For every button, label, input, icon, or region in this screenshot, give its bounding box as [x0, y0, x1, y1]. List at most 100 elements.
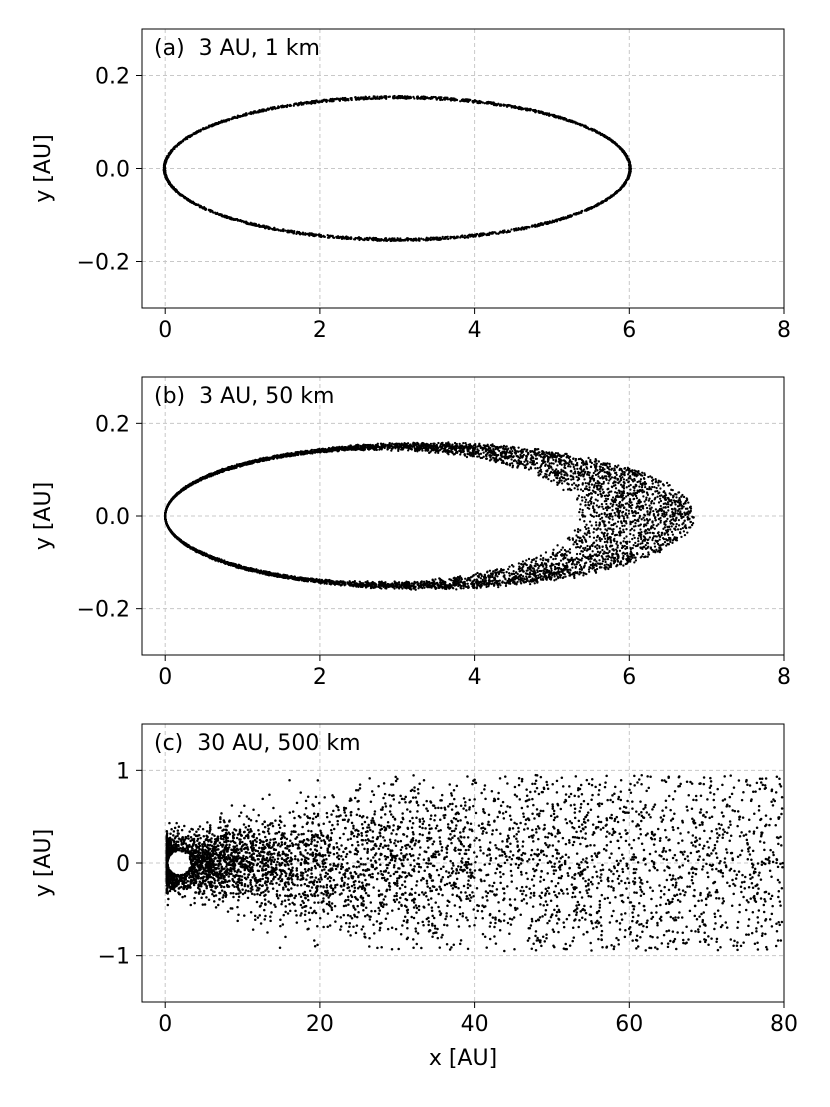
scatter-point: [356, 236, 359, 240]
scatter-point: [646, 555, 649, 558]
scatter-point: [581, 499, 584, 502]
scatter-point: [506, 104, 509, 107]
scatter-point: [595, 504, 598, 507]
scatter-point: [540, 222, 543, 225]
scatter-point: [455, 588, 458, 591]
scatter-point: [292, 104, 295, 107]
scatter-point: [517, 562, 521, 565]
scatter-point: [495, 104, 498, 107]
panel-a-x-tick-label: 0: [158, 318, 172, 343]
scatter-point: [574, 457, 578, 461]
scatter-point: [361, 238, 364, 241]
scatter-point: [273, 228, 276, 232]
scatter-point: [621, 524, 624, 528]
scatter-point: [258, 109, 262, 112]
scatter-point: [543, 222, 546, 225]
scatter-point: [556, 551, 559, 555]
scatter-point: [541, 110, 544, 114]
scatter-point: [663, 540, 667, 544]
scatter-point: [179, 140, 182, 144]
scatter-point: [214, 212, 218, 215]
scatter-point: [535, 224, 538, 228]
panel-a-label: (a) 3 AU, 1 km: [154, 36, 320, 61]
scatter-point: [552, 458, 555, 462]
scatter-point: [564, 452, 567, 456]
scatter-point: [168, 181, 171, 185]
scatter-point: [653, 545, 657, 548]
scatter-point: [478, 101, 482, 105]
scatter-point: [652, 523, 655, 526]
scatter-point: [388, 95, 391, 98]
scatter-point: [574, 213, 578, 216]
scatter-point: [652, 509, 655, 513]
scatter-point: [405, 96, 408, 99]
scatter-point: [583, 520, 586, 523]
panel-a-y-axis-label: y [AU]: [31, 134, 56, 202]
scatter-point: [634, 483, 637, 487]
scatter-point: [594, 473, 598, 476]
scatter-point: [412, 237, 416, 241]
scatter-point: [307, 101, 311, 105]
scatter-point: [605, 502, 608, 506]
scatter-point: [618, 491, 621, 495]
scatter-point: [482, 232, 485, 235]
scatter-point: [258, 224, 262, 228]
scatter-point: [162, 163, 166, 167]
scatter-point: [623, 181, 627, 184]
scatter-point: [461, 234, 464, 237]
scatter-point: [589, 560, 592, 563]
scatter-point: [565, 217, 568, 220]
scatter-point: [174, 145, 177, 149]
scatter-point: [611, 509, 614, 512]
scatter-point: [582, 463, 585, 467]
scatter-point: [393, 237, 396, 240]
scatter-point: [526, 107, 529, 111]
scatter-point: [292, 232, 295, 235]
scatter-point: [560, 548, 563, 552]
scatter-point: [534, 448, 538, 451]
scatter-point: [343, 99, 346, 102]
scatter-point: [446, 98, 450, 101]
scatter-point: [165, 160, 168, 163]
scatter-point: [442, 98, 446, 101]
scatter-point: [534, 562, 537, 565]
scatter-point: [204, 207, 208, 211]
panel-a-scatter-points: [162, 94, 632, 243]
scatter-point: [491, 445, 494, 448]
scatter-point: [643, 500, 646, 503]
scatter-point: [217, 213, 220, 216]
scatter-point: [358, 580, 361, 583]
scatter-point: [380, 238, 384, 241]
scatter-point: [681, 527, 684, 530]
scatter-point: [512, 569, 515, 573]
scatter-point: [605, 513, 609, 516]
scatter-point: [510, 228, 513, 231]
scatter-point: [194, 203, 198, 207]
scatter-point: [614, 484, 617, 487]
scatter-point: [466, 236, 470, 239]
scatter-point: [532, 109, 535, 112]
scatter-point: [674, 503, 677, 506]
scatter-point: [530, 454, 533, 457]
scatter-point: [587, 501, 590, 504]
scatter-point: [686, 531, 689, 534]
scatter-point: [301, 232, 304, 235]
scatter-point: [285, 105, 289, 108]
scatter-point: [623, 151, 626, 155]
scatter-point: [625, 495, 628, 498]
scatter-point: [654, 508, 658, 511]
scatter-point: [376, 95, 379, 98]
scatter-point: [481, 101, 484, 104]
scatter-point: [192, 202, 195, 205]
scatter-point: [363, 237, 366, 240]
scatter-point: [515, 229, 518, 232]
scatter-point: [570, 119, 573, 122]
scatter-point: [646, 531, 649, 535]
scatter-point: [284, 229, 287, 232]
scatter-point: [466, 582, 469, 585]
scatter-point: [602, 480, 605, 484]
scatter-point: [420, 95, 424, 98]
scatter-point: [587, 128, 591, 131]
